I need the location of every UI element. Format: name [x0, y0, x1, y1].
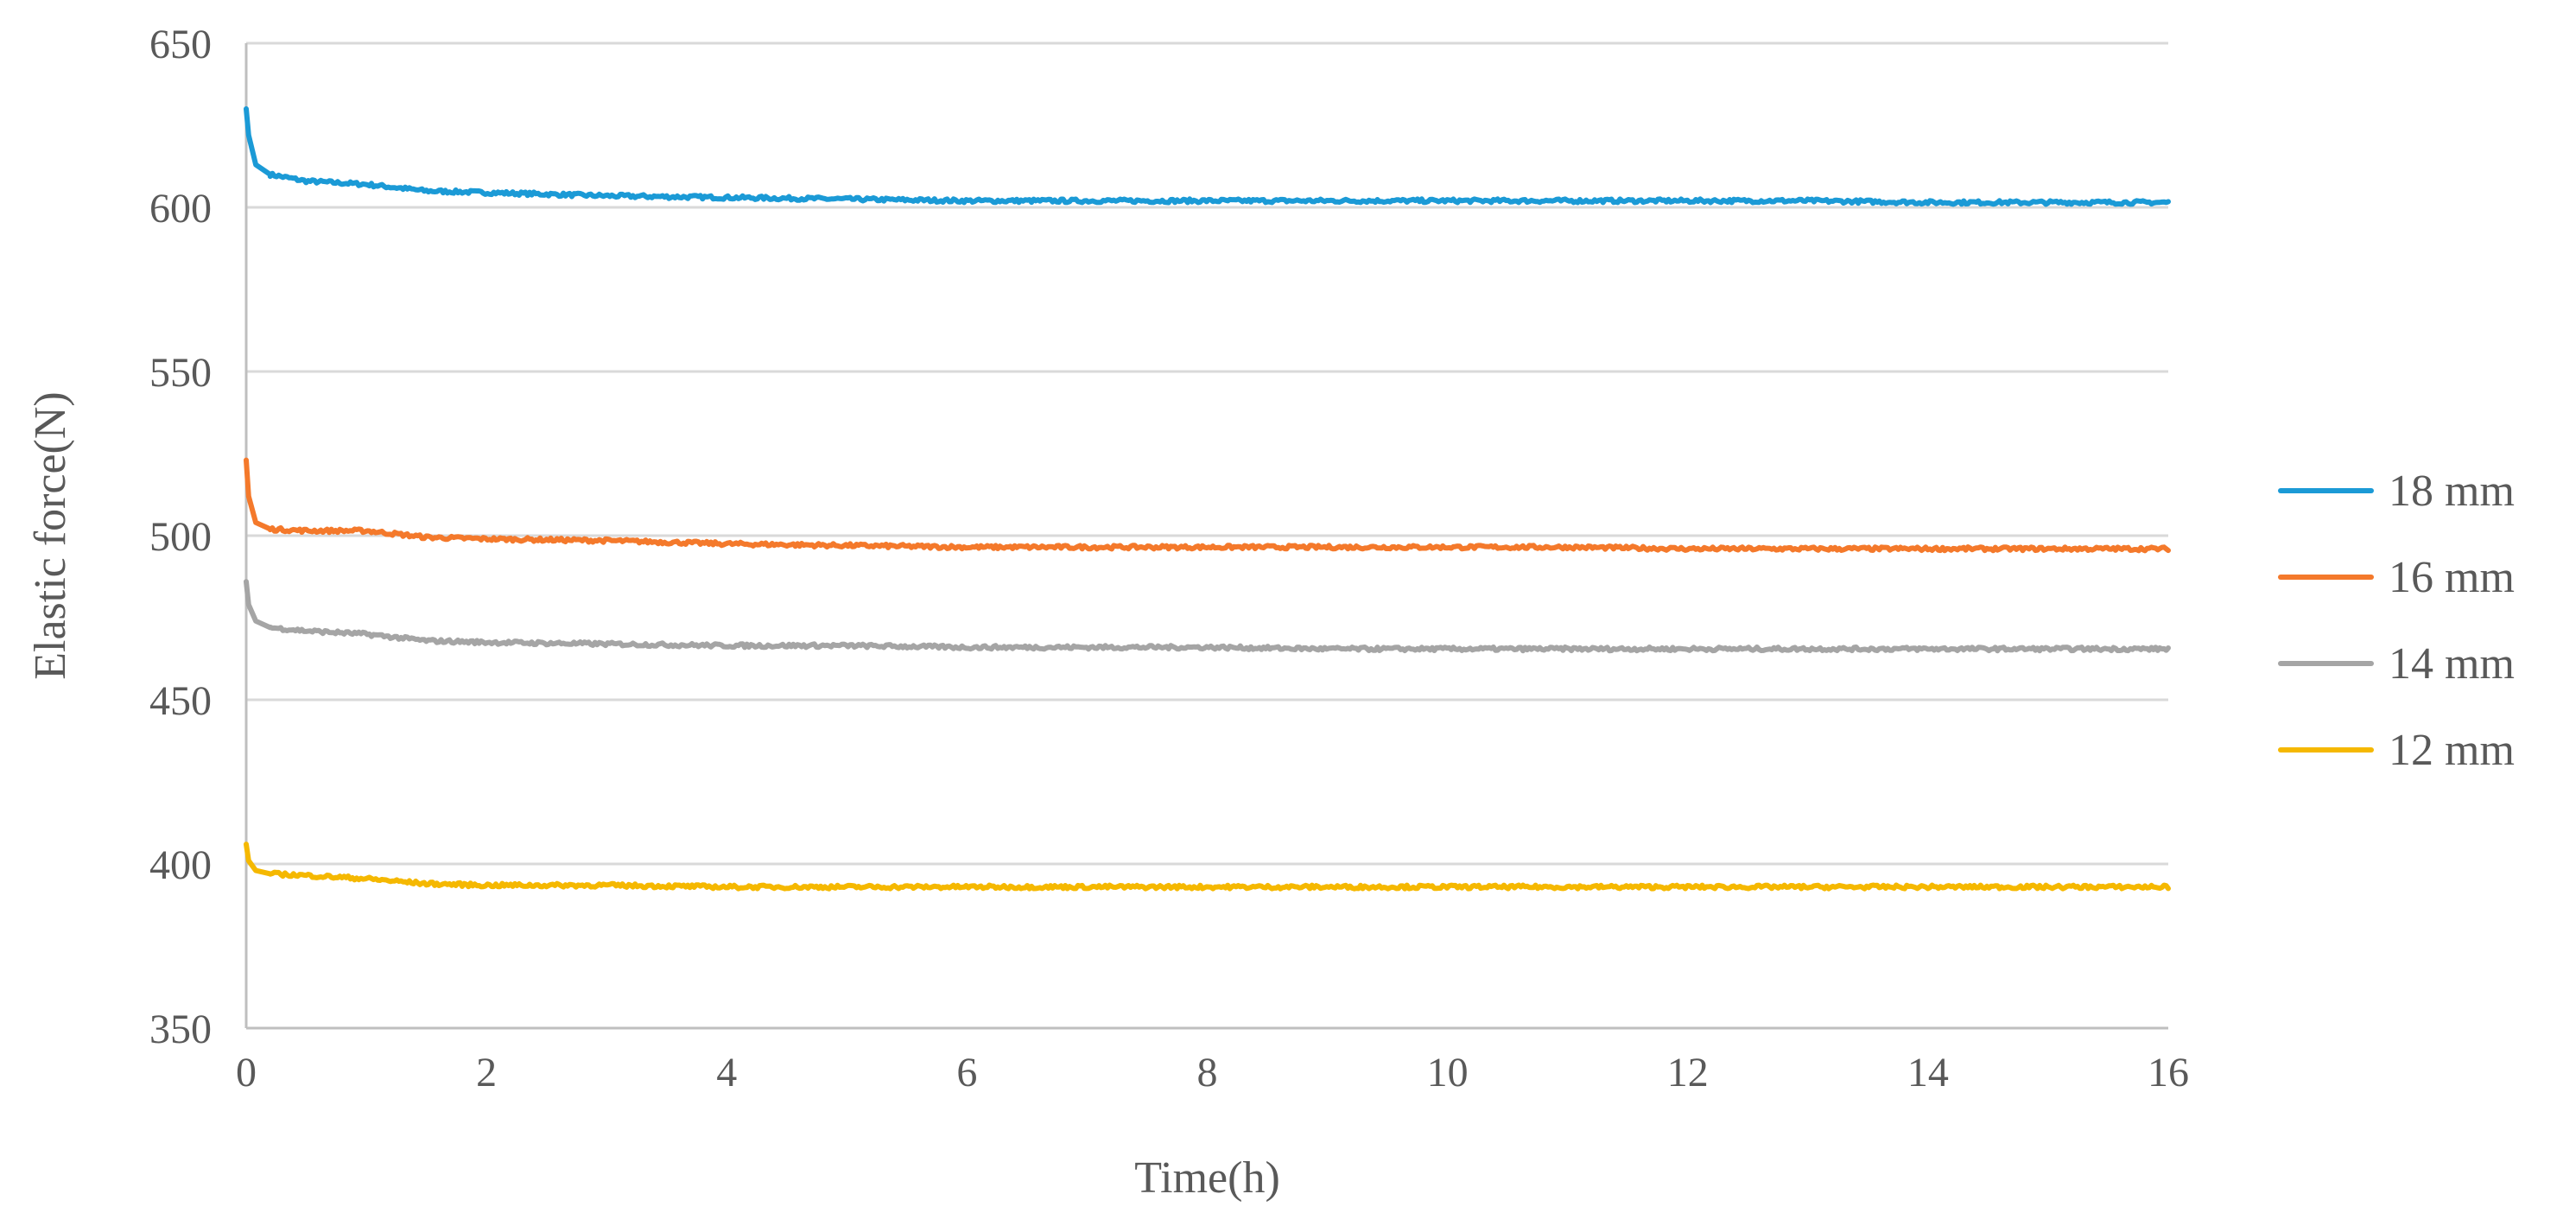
series-line-18-mm	[244, 106, 2171, 207]
x-tick-label: 10	[1427, 1050, 1469, 1095]
y-axis-title: Elastic force(N)	[26, 391, 75, 679]
legend-label: 14 mm	[2389, 639, 2515, 689]
y-axis-ticks: 350 400 450 500 550 600 650	[149, 22, 212, 1052]
legend: 18 mm 16 mm 14 mm 12 mm	[2278, 467, 2515, 775]
x-tick-label: 16	[2148, 1050, 2189, 1095]
x-tick-label: 4	[716, 1050, 737, 1095]
x-tick-label: 8	[1197, 1050, 1218, 1095]
y-tick-label: 650	[149, 22, 212, 67]
series-lines	[244, 106, 2171, 892]
y-tick-label: 550	[149, 350, 212, 396]
x-tick-label: 14	[1907, 1050, 1949, 1095]
legend-label: 16 mm	[2389, 553, 2515, 602]
x-tick-label: 2	[476, 1050, 497, 1095]
y-tick-label: 400	[149, 842, 212, 888]
series-line-12-mm	[244, 841, 2171, 892]
x-axis-ticks: 0 2 4 6 8 10 12 14 16	[236, 1050, 2189, 1095]
x-axis-title: Time(h)	[1134, 1153, 1280, 1203]
x-tick-label: 0	[236, 1050, 257, 1095]
legend-label: 12 mm	[2389, 726, 2515, 775]
x-tick-label: 6	[956, 1050, 977, 1095]
series-line-16-mm	[244, 457, 2171, 554]
y-tick-label: 350	[149, 1007, 212, 1052]
y-tick-label: 450	[149, 678, 212, 724]
gridlines	[246, 41, 2168, 866]
series-line-14-mm	[244, 579, 2171, 654]
y-tick-label: 600	[149, 186, 212, 232]
x-tick-label: 12	[1667, 1050, 1709, 1095]
y-tick-label: 500	[149, 514, 212, 560]
legend-label: 18 mm	[2389, 467, 2515, 516]
